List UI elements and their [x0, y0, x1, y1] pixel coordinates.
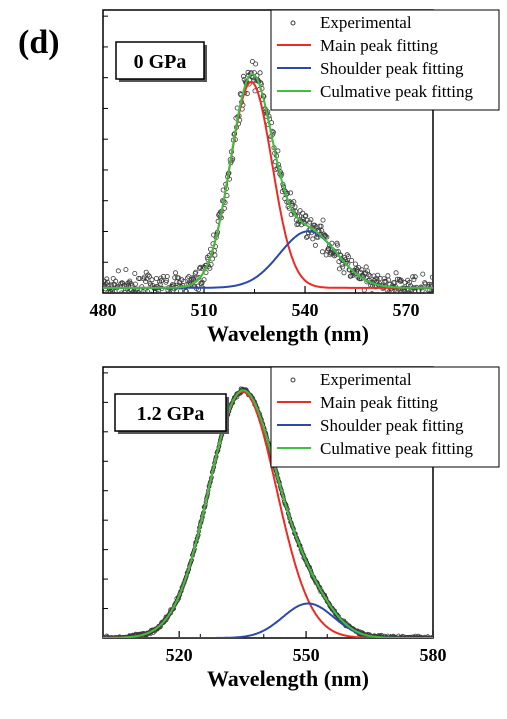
- experimental-point: [245, 92, 249, 96]
- legend-entry: Main peak fitting: [320, 36, 439, 55]
- experimental-point: [425, 294, 429, 298]
- experimental-point: [176, 302, 180, 306]
- legend-entry: Shoulder peak fitting: [320, 416, 464, 435]
- x-tick-label: 520: [166, 645, 193, 665]
- experimental-point: [394, 271, 398, 275]
- experimental-point: [353, 262, 357, 266]
- x-tick-label: 570: [393, 300, 420, 320]
- experimental-point: [117, 293, 121, 297]
- x-axis-title: Wavelength (nm): [207, 666, 369, 691]
- x-tick-label: 580: [420, 645, 447, 665]
- experimental-point: [276, 149, 280, 153]
- pressure-label: 0 GPa: [134, 51, 187, 73]
- x-tick-label: 540: [292, 300, 319, 320]
- experimental-point: [139, 295, 143, 299]
- experimental-point: [321, 218, 325, 222]
- pressure-label: 1.2 GPa: [137, 403, 205, 425]
- experimental-point: [213, 253, 217, 257]
- experimental-point: [137, 295, 141, 299]
- experimental-point: [385, 298, 389, 302]
- chart-bottom: 520 550 580 Wavelength (nm) 1.2 GPa Experimen…: [101, 367, 499, 691]
- experimental-point: [154, 276, 158, 280]
- x-axis-title: Wavelength (nm): [207, 321, 369, 346]
- experimental-point: [167, 299, 171, 303]
- experimental-point: [185, 295, 189, 299]
- experimental-point: [111, 276, 115, 280]
- experimental-point: [116, 269, 120, 273]
- legend: Experimental Main peak fitting Shoulder pe…: [271, 10, 499, 110]
- experimental-point: [173, 271, 177, 275]
- legend: Experimental Main peak fitting Shoulder pe…: [271, 367, 499, 467]
- experimental-point: [350, 258, 354, 262]
- experimental-point: [133, 271, 137, 275]
- experimental-point: [162, 294, 166, 298]
- experimental-point: [151, 301, 155, 305]
- experimental-point: [364, 265, 368, 269]
- legend-entry: Experimental: [320, 370, 412, 389]
- experimental-point: [117, 297, 121, 301]
- experimental-point: [313, 243, 317, 247]
- experimental-point: [168, 296, 172, 300]
- experimental-point: [421, 272, 425, 276]
- experimental-point: [425, 296, 429, 300]
- experimental-point: [422, 295, 426, 299]
- experimental-point: [181, 295, 185, 299]
- legend-entry: Experimental: [320, 13, 412, 32]
- x-tick-label: 550: [293, 645, 320, 665]
- legend-entry: Shoulder peak fitting: [320, 59, 464, 78]
- experimental-point: [121, 294, 125, 298]
- x-tick-label: 510: [191, 300, 218, 320]
- chart-top: 480 510 540 570 Wavelength (nm) 0 GPa Experime…: [90, 10, 500, 346]
- experimental-point: [124, 268, 128, 272]
- experimental-point: [254, 62, 258, 66]
- experimental-point: [386, 274, 390, 278]
- experimental-point: [258, 71, 262, 75]
- experimental-point: [298, 209, 302, 213]
- legend-entry: Culmative peak fitting: [320, 439, 473, 458]
- experimental-point: [140, 299, 144, 303]
- legend-entry: Culmative peak fitting: [320, 82, 473, 101]
- x-tick-label: 480: [90, 300, 117, 320]
- experimental-point: [135, 304, 139, 308]
- legend-entry: Main peak fitting: [320, 393, 439, 412]
- experimental-point: [418, 294, 422, 298]
- experimental-point: [163, 298, 167, 302]
- experimental-point: [416, 295, 420, 299]
- experimental-point: [320, 250, 324, 254]
- experimental-point: [342, 271, 346, 275]
- experimental-point: [341, 265, 345, 269]
- series-main-peak: [103, 82, 433, 288]
- experimental-point: [163, 295, 167, 299]
- experimental-point: [183, 295, 187, 299]
- experimental-point: [421, 295, 425, 299]
- experimental-point: [150, 278, 154, 282]
- experimental-point: [107, 639, 111, 643]
- experimental-point: [404, 294, 408, 298]
